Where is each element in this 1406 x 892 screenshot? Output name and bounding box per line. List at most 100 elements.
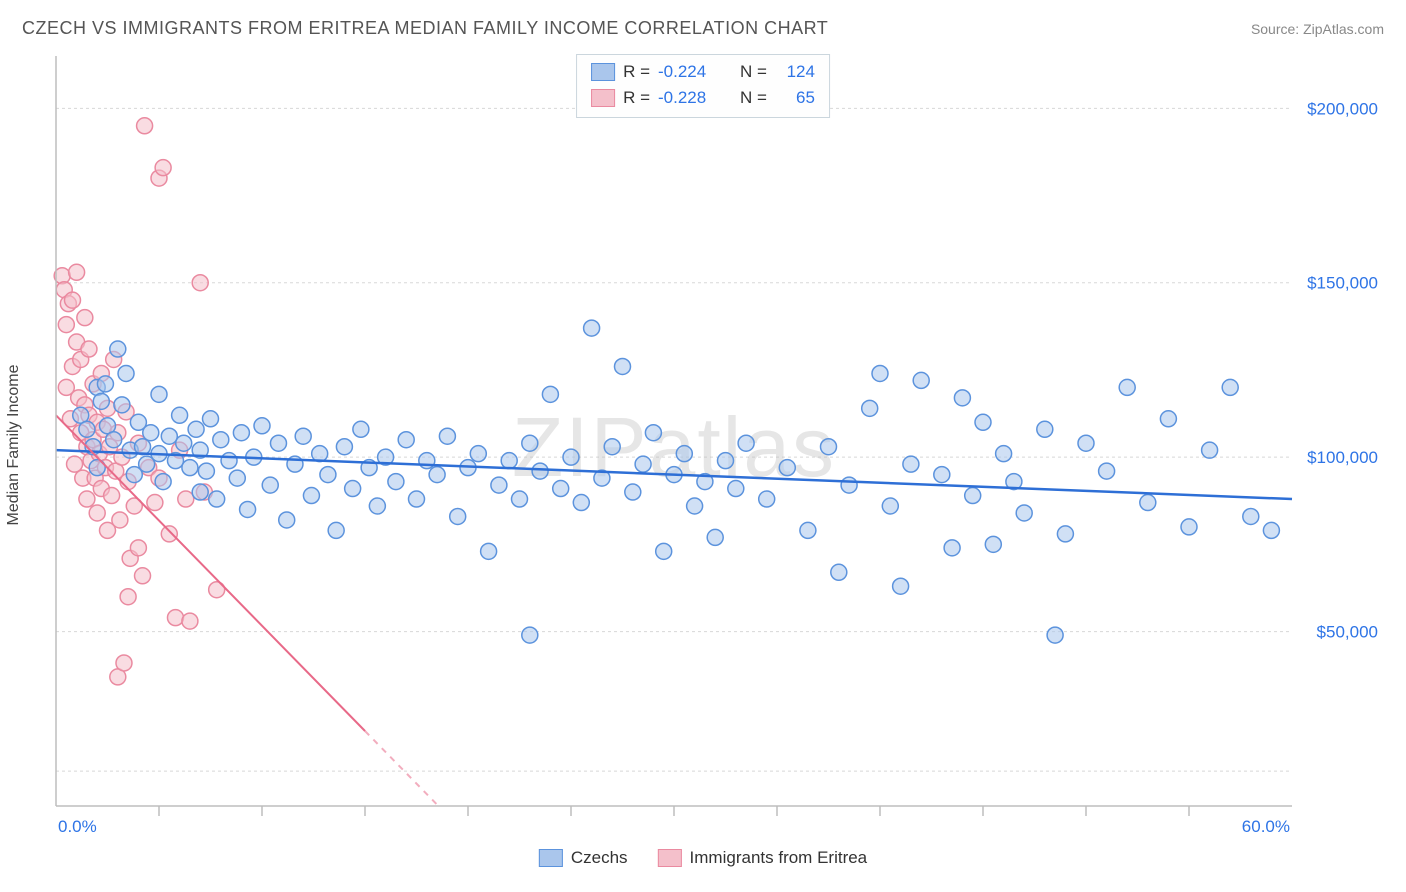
data-point: [67, 456, 83, 472]
data-point: [707, 529, 723, 545]
data-point: [542, 386, 558, 402]
data-point: [1016, 505, 1032, 521]
data-point: [336, 439, 352, 455]
data-point: [1222, 379, 1238, 395]
data-point: [69, 264, 85, 280]
data-point: [625, 484, 641, 500]
data-point: [203, 411, 219, 427]
data-point: [934, 467, 950, 483]
legend-swatch: [591, 89, 615, 107]
data-point: [398, 432, 414, 448]
data-point: [893, 578, 909, 594]
data-point: [996, 446, 1012, 462]
data-point: [656, 543, 672, 559]
data-point: [79, 421, 95, 437]
data-point: [1047, 627, 1063, 643]
data-point: [192, 275, 208, 291]
trend-line: [56, 415, 365, 731]
data-point: [841, 477, 857, 493]
n-label: N =: [740, 59, 767, 85]
data-point: [77, 310, 93, 326]
legend-series-name: Czechs: [571, 848, 628, 868]
data-point: [1078, 435, 1094, 451]
data-point: [553, 481, 569, 497]
data-point: [89, 505, 105, 521]
data-point: [862, 400, 878, 416]
data-point: [353, 421, 369, 437]
data-point: [1181, 519, 1197, 535]
data-point: [369, 498, 385, 514]
data-point: [450, 508, 466, 524]
chart-area: Median Family Income ZIPatlas0.0%60.0%$5…: [48, 50, 1386, 840]
data-point: [130, 540, 146, 556]
data-point: [116, 655, 132, 671]
data-point: [254, 418, 270, 434]
svg-text:$200,000: $200,000: [1307, 99, 1378, 118]
data-point: [110, 341, 126, 357]
data-point: [188, 421, 204, 437]
data-point: [759, 491, 775, 507]
trend-line: [365, 731, 438, 806]
data-point: [279, 512, 295, 528]
correlation-legend: R =-0.224N =124R =-0.228N =65: [576, 54, 830, 118]
data-point: [1140, 495, 1156, 511]
legend-item: Czechs: [539, 848, 628, 868]
data-point: [182, 460, 198, 476]
data-point: [137, 118, 153, 134]
data-point: [563, 449, 579, 465]
data-point: [221, 453, 237, 469]
data-point: [728, 481, 744, 497]
data-point: [913, 372, 929, 388]
data-point: [161, 428, 177, 444]
data-point: [147, 495, 163, 511]
data-point: [209, 491, 225, 507]
data-point: [135, 568, 151, 584]
data-point: [172, 407, 188, 423]
data-point: [155, 160, 171, 176]
n-value: 124: [775, 59, 815, 85]
legend-series-name: Immigrants from Eritrea: [690, 848, 868, 868]
data-point: [1202, 442, 1218, 458]
legend-swatch: [539, 849, 563, 867]
data-point: [233, 425, 249, 441]
data-point: [573, 495, 589, 511]
data-point: [178, 491, 194, 507]
data-point: [192, 484, 208, 500]
svg-text:$50,000: $50,000: [1317, 623, 1378, 642]
data-point: [470, 446, 486, 462]
data-point: [954, 390, 970, 406]
data-point: [409, 491, 425, 507]
data-point: [229, 470, 245, 486]
data-point: [779, 460, 795, 476]
data-point: [512, 491, 528, 507]
y-axis-label: Median Family Income: [5, 365, 23, 526]
data-point: [481, 543, 497, 559]
data-point: [58, 317, 74, 333]
data-point: [151, 386, 167, 402]
data-point: [944, 540, 960, 556]
data-point: [522, 627, 538, 643]
data-point: [118, 365, 134, 381]
data-point: [1243, 508, 1259, 524]
legend-swatch: [591, 63, 615, 81]
data-point: [831, 564, 847, 580]
data-point: [1263, 522, 1279, 538]
r-label: R =: [623, 59, 650, 85]
data-point: [104, 488, 120, 504]
svg-text:$150,000: $150,000: [1307, 274, 1378, 293]
data-point: [439, 428, 455, 444]
data-point: [114, 397, 130, 413]
data-point: [965, 488, 981, 504]
data-point: [532, 463, 548, 479]
chart-title: CZECH VS IMMIGRANTS FROM ERITREA MEDIAN …: [22, 18, 828, 39]
data-point: [882, 498, 898, 514]
data-point: [64, 292, 80, 308]
data-point: [985, 536, 1001, 552]
n-label: N =: [740, 85, 767, 111]
data-point: [615, 358, 631, 374]
data-point: [167, 610, 183, 626]
data-point: [738, 435, 754, 451]
data-point: [1119, 379, 1135, 395]
data-point: [1099, 463, 1115, 479]
data-point: [161, 526, 177, 542]
